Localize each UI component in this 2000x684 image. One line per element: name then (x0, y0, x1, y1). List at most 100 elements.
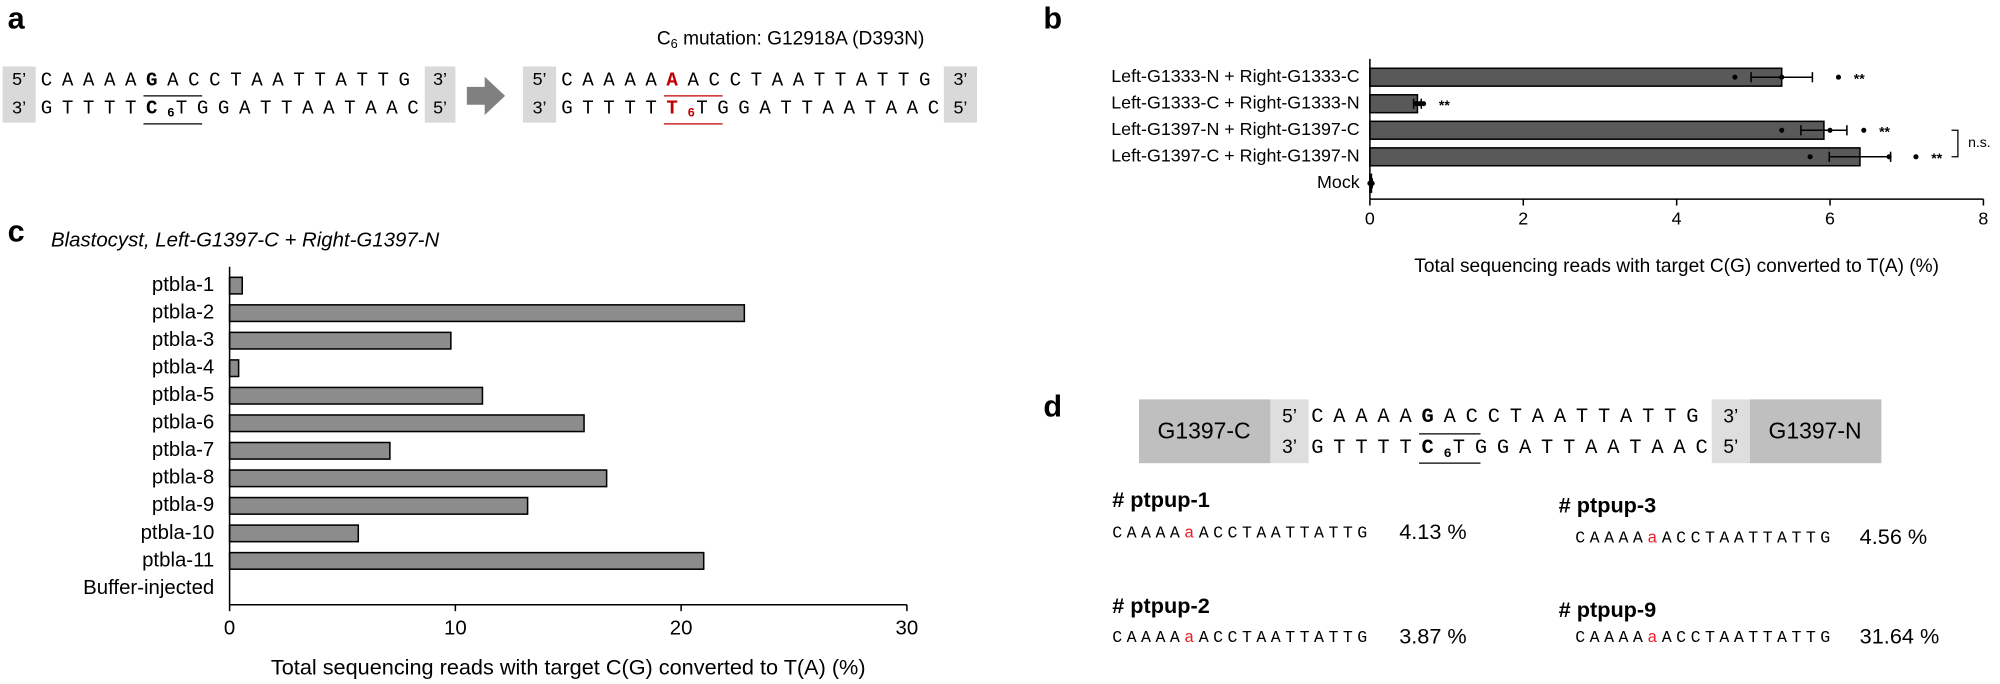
base: CAAAA (1112, 524, 1184, 543)
base: ACCTAATTATTG (1662, 529, 1835, 548)
data-point (1779, 127, 1785, 133)
strand-end: 3’ (12, 97, 26, 117)
x-tick-label: 0 (1365, 208, 1375, 228)
strand-end: 5’ (433, 97, 447, 117)
base: ACCTAATTATTG (167, 70, 420, 92)
base: GATTAATAAC (218, 98, 428, 120)
bar (228, 414, 585, 433)
category-label: ptbla-9 (152, 494, 214, 516)
category-label: ptbla-2 (152, 302, 214, 324)
bar (1369, 94, 1419, 114)
base: CAAAA (1575, 628, 1647, 647)
bar (228, 469, 608, 488)
title-part: mutation: G12918A (D393N) (678, 29, 925, 50)
chart-title: Blastocyst, Left-G1397-C + Right-G1397-N (51, 230, 439, 252)
x-tick-label: 20 (670, 617, 693, 639)
data-point (1913, 154, 1919, 160)
x-tick-label: 4 (1672, 208, 1682, 228)
category-label: ptbla-7 (152, 439, 214, 461)
data-point (1779, 74, 1785, 80)
strand-end: 3’ (954, 69, 968, 89)
x-axis-label: Total sequencing reads with target C(G) … (271, 654, 866, 679)
base: 6 (167, 107, 176, 121)
end-box (1711, 399, 1750, 464)
x-tick-label: 6 (1825, 208, 1835, 228)
category-label: Left-G1333-N + Right-G1333-C (1111, 66, 1360, 86)
mutation-title: C6 mutation: G12918A (D393N) (657, 29, 925, 51)
data-point (1807, 154, 1813, 160)
bar (1369, 67, 1783, 87)
category-label: ptbla-10 (141, 522, 215, 544)
base: CAAAA (1311, 407, 1421, 430)
significance: ** (1931, 150, 1942, 166)
end-box (2, 66, 36, 123)
title-part: C (657, 29, 671, 50)
bar (228, 386, 484, 405)
base: GTTTT (41, 98, 146, 120)
read-sequence: CAAAAaACCTAATTATTG (1112, 628, 1371, 647)
base: a (1647, 529, 1661, 548)
label-box (1139, 399, 1271, 464)
data-point (1827, 127, 1833, 133)
bar (1369, 120, 1825, 140)
category-label: ptbla-3 (152, 329, 214, 351)
base: G (1422, 407, 1444, 430)
read-percent: 31.64 % (1860, 624, 1940, 649)
strand-end: 3’ (1282, 437, 1297, 458)
x-tick-label: 30 (896, 617, 919, 639)
bar (228, 331, 452, 350)
data-point (1886, 154, 1892, 160)
base: a (1184, 524, 1198, 543)
significance: ** (1439, 97, 1450, 113)
category-label: ptbla-4 (152, 357, 214, 379)
strand-end: 5’ (1723, 437, 1738, 458)
panel-label: d (1043, 389, 1062, 423)
read-sequence: CAAAAaACCTAATTATTG (1575, 529, 1834, 548)
base: T (666, 98, 687, 120)
end-box (943, 66, 978, 123)
base: C (146, 98, 167, 120)
base: ACCTAATTATTG (1199, 628, 1372, 647)
bar (228, 359, 240, 378)
data-point (1413, 101, 1419, 107)
base: G (146, 70, 167, 92)
sequence-strand: CAAAAAACCTAATTATTG (561, 70, 940, 92)
base: a (1647, 628, 1661, 647)
x-axis-label: Total sequencing reads with target C(G) … (1414, 256, 1939, 277)
x-tick-label: 10 (444, 617, 467, 639)
bar (228, 524, 360, 543)
arrow (466, 76, 506, 115)
base: GTTTT (561, 98, 666, 120)
sequence-strand: GTTTTC6TGGATTAATAAC (41, 98, 429, 121)
read-sequence: CAAAAaACCTAATTATTG (1575, 628, 1834, 647)
read-percent: 4.56 % (1860, 524, 1927, 549)
panel-label: b (1043, 2, 1062, 36)
base: GATTAATAAC (738, 98, 948, 120)
significance: ** (1879, 124, 1890, 140)
base: C (1422, 437, 1444, 460)
strand-end: 3’ (533, 97, 547, 117)
title-part: 6 (671, 36, 678, 51)
base: CAAAA (1575, 529, 1647, 548)
significance: ** (1854, 70, 1865, 86)
base: ACCTAATTATTG (687, 70, 940, 92)
base: a (1184, 628, 1198, 647)
box-label: G1397-C (1158, 418, 1251, 444)
end-box (1270, 399, 1309, 464)
category-label: ptbla-5 (152, 384, 214, 406)
category-label: ptbla-11 (142, 549, 214, 571)
sample-name: # ptpup-3 (1559, 492, 1657, 517)
label-box (1750, 399, 1882, 464)
sequence-strand: CAAAAGACCTAATTATTG (1311, 407, 1708, 430)
bar (228, 441, 391, 460)
read-sequence: CAAAAaACCTAATTATTG (1112, 524, 1371, 543)
base: CAAAA (41, 70, 146, 92)
bar (228, 304, 746, 323)
base: CAAAA (1112, 628, 1184, 647)
panel-label: a (8, 2, 26, 36)
category-label: ptbla-8 (152, 467, 214, 489)
x-tick-label: 2 (1518, 208, 1528, 228)
base: A (666, 70, 687, 92)
